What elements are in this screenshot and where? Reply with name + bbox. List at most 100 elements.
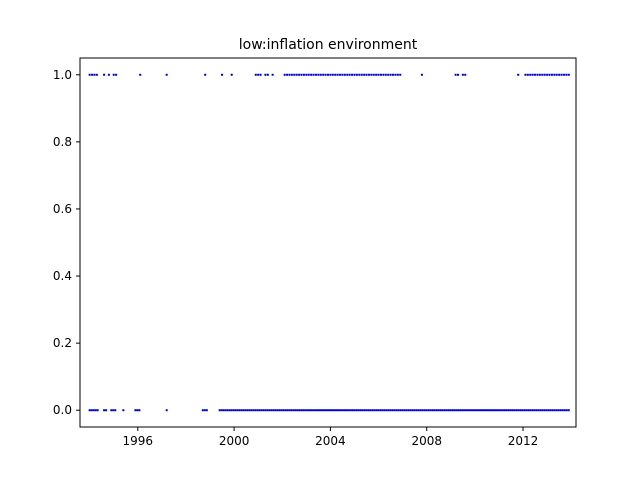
data-point-0 bbox=[341, 409, 344, 412]
data-point-1 bbox=[372, 73, 375, 76]
data-point-0 bbox=[339, 409, 342, 412]
data-point-0 bbox=[543, 409, 546, 412]
data-point-0 bbox=[136, 409, 139, 412]
data-point-0 bbox=[205, 409, 208, 412]
data-point-0 bbox=[529, 409, 532, 412]
data-point-0 bbox=[138, 409, 141, 412]
data-point-0 bbox=[92, 409, 95, 412]
data-point-0 bbox=[507, 409, 510, 412]
data-point-0 bbox=[327, 409, 329, 412]
data-point-0 bbox=[423, 409, 426, 412]
chart-title: low:inflation environment bbox=[239, 37, 418, 53]
data-point-0 bbox=[377, 409, 380, 412]
data-point-1 bbox=[286, 73, 289, 76]
data-point-1 bbox=[387, 73, 390, 76]
data-point-1 bbox=[553, 73, 556, 76]
data-points bbox=[88, 73, 570, 412]
data-point-0 bbox=[435, 409, 438, 412]
data-point-0 bbox=[122, 409, 125, 412]
data-point-1 bbox=[420, 73, 423, 76]
data-point-0 bbox=[561, 409, 564, 412]
data-point-0 bbox=[272, 409, 275, 412]
data-point-0 bbox=[222, 409, 225, 412]
data-point-1 bbox=[524, 73, 527, 76]
data-point-0 bbox=[439, 409, 442, 412]
data-point-0 bbox=[471, 409, 474, 412]
data-point-0 bbox=[545, 409, 548, 412]
data-point-0 bbox=[461, 409, 464, 412]
data-point-0 bbox=[527, 409, 530, 412]
data-point-0 bbox=[248, 409, 251, 412]
data-point-0 bbox=[345, 409, 348, 412]
data-point-0 bbox=[347, 409, 350, 412]
data-point-1 bbox=[365, 73, 368, 76]
data-point-0 bbox=[549, 409, 552, 412]
data-point-0 bbox=[473, 409, 476, 412]
data-point-0 bbox=[337, 409, 340, 412]
data-point-0 bbox=[565, 409, 568, 412]
data-point-0 bbox=[314, 409, 317, 412]
data-point-0 bbox=[363, 409, 366, 412]
data-point-0 bbox=[230, 409, 233, 412]
data-point-1 bbox=[329, 73, 332, 76]
data-point-1 bbox=[353, 73, 356, 76]
data-point-0 bbox=[451, 409, 454, 412]
x-tick-label: 2000 bbox=[219, 434, 250, 448]
data-point-0 bbox=[441, 409, 444, 412]
data-point-0 bbox=[355, 409, 358, 412]
data-point-0 bbox=[322, 409, 325, 412]
data-point-0 bbox=[513, 409, 516, 412]
data-point-0 bbox=[383, 409, 386, 412]
data-point-0 bbox=[343, 409, 346, 412]
data-point-0 bbox=[429, 409, 432, 412]
data-point-1 bbox=[257, 73, 260, 76]
data-point-0 bbox=[431, 409, 434, 412]
data-point-1 bbox=[221, 73, 224, 76]
data-point-0 bbox=[318, 409, 321, 412]
data-point-0 bbox=[320, 409, 323, 412]
data-point-0 bbox=[447, 409, 450, 412]
data-point-0 bbox=[312, 409, 315, 412]
x-tick-label: 1996 bbox=[123, 434, 154, 448]
data-point-0 bbox=[300, 409, 303, 412]
data-point-0 bbox=[521, 409, 524, 412]
data-point-1 bbox=[399, 73, 402, 76]
data-point-0 bbox=[232, 409, 235, 412]
y-tick-label: 0.6 bbox=[53, 202, 72, 216]
data-point-0 bbox=[405, 409, 408, 412]
data-point-0 bbox=[114, 409, 117, 412]
y-tick-label: 1.0 bbox=[53, 68, 72, 82]
data-point-0 bbox=[537, 409, 540, 412]
data-point-1 bbox=[555, 73, 558, 76]
data-point-0 bbox=[165, 409, 168, 412]
data-point-0 bbox=[509, 409, 512, 412]
data-point-0 bbox=[304, 409, 307, 412]
data-point-1 bbox=[139, 73, 142, 76]
data-point-0 bbox=[437, 409, 440, 412]
data-point-0 bbox=[551, 409, 554, 412]
data-point-1 bbox=[334, 73, 337, 76]
data-point-1 bbox=[300, 73, 303, 76]
data-point-0 bbox=[499, 409, 502, 412]
data-point-0 bbox=[393, 409, 396, 412]
data-point-0 bbox=[266, 409, 269, 412]
data-point-1 bbox=[88, 73, 91, 76]
data-point-1 bbox=[396, 73, 399, 76]
x-tick-label: 2008 bbox=[411, 434, 442, 448]
data-point-0 bbox=[397, 409, 400, 412]
data-point-0 bbox=[280, 409, 283, 412]
data-point-0 bbox=[105, 409, 108, 412]
data-point-0 bbox=[555, 409, 558, 412]
data-point-1 bbox=[367, 73, 370, 76]
data-point-0 bbox=[485, 409, 488, 412]
data-point-0 bbox=[481, 409, 484, 412]
data-point-1 bbox=[336, 73, 339, 76]
data-point-0 bbox=[276, 409, 279, 412]
data-point-1 bbox=[550, 73, 553, 76]
data-point-0 bbox=[369, 409, 372, 412]
data-point-0 bbox=[553, 409, 556, 412]
data-point-0 bbox=[535, 409, 538, 412]
data-point-0 bbox=[359, 409, 362, 412]
data-point-1 bbox=[360, 73, 363, 76]
data-point-0 bbox=[201, 409, 204, 412]
